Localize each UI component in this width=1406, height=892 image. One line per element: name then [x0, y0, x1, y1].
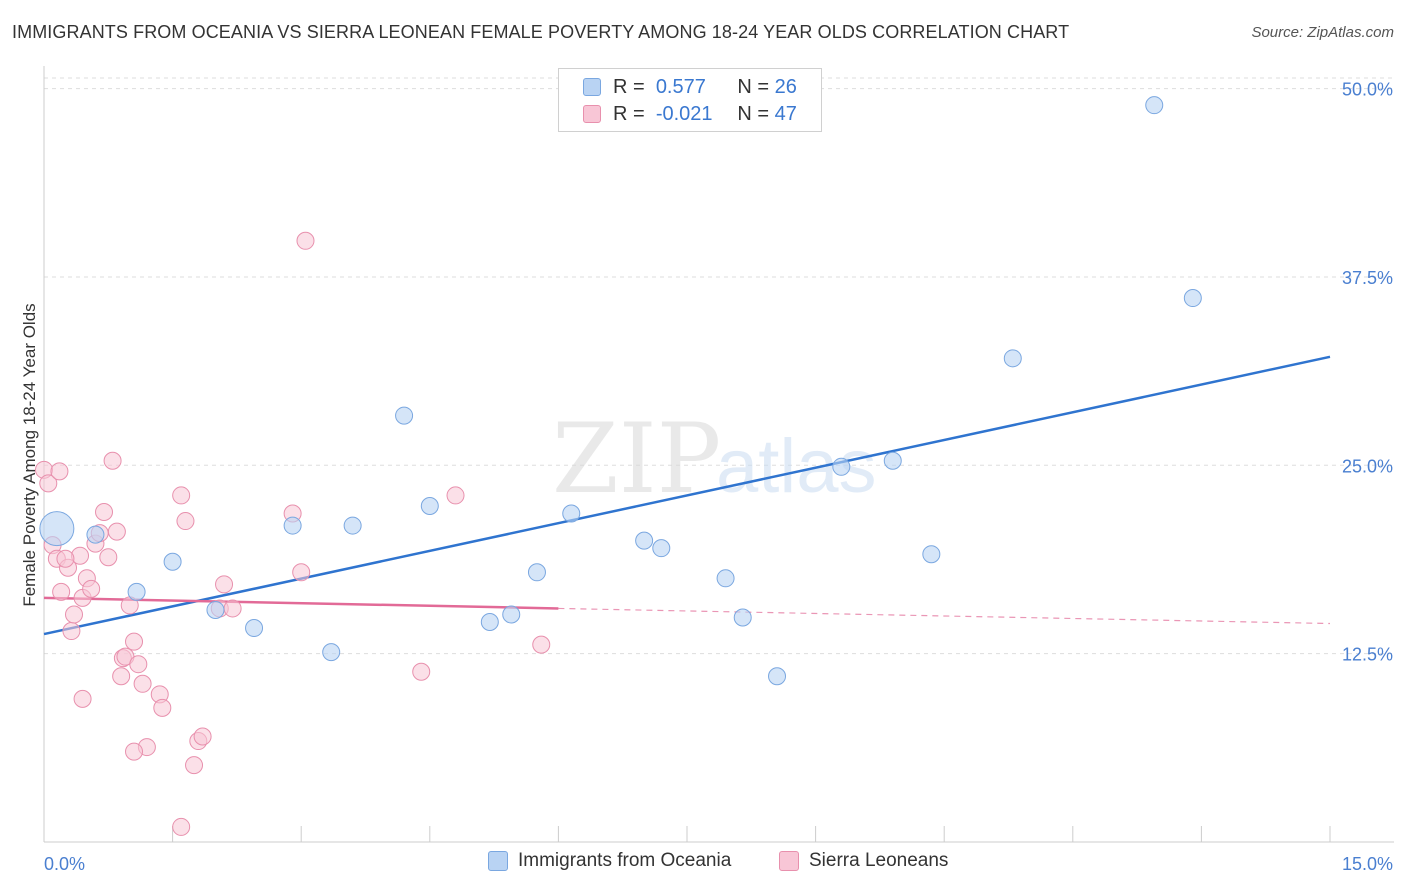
series-label-sierra: Sierra Leoneans: [809, 850, 949, 871]
chart-title: IMMIGRANTS FROM OCEANIA VS SIERRA LEONEA…: [12, 22, 1070, 42]
x-tick-label: 15.0%: [1342, 854, 1393, 874]
legend-swatch-blue: [583, 78, 601, 96]
oceania-point: [86, 525, 105, 544]
sierra-leonean-point: [52, 582, 71, 601]
sierra-leonean-point: [71, 546, 90, 565]
oceania-point: [343, 516, 362, 535]
oceania-trendline: [43, 355, 1331, 636]
watermark-zip: ZIP: [552, 403, 721, 515]
sierra-leonean-point: [172, 817, 191, 836]
series-swatch-pink: [779, 851, 799, 871]
oceania-point: [206, 600, 225, 619]
axes-layer: 12.5% 25.0% 37.5% 50.0% 0.0% 15.0%: [43, 66, 1394, 874]
sierra-leonean-point: [82, 579, 101, 598]
oceania-point: [1145, 96, 1164, 115]
legend-row-oceania: R = 0.577 N = 26: [583, 75, 797, 99]
stats-legend: R = 0.577 N = 26 R = -0.021 N = 47: [558, 68, 822, 132]
sierra-leonean-point: [223, 599, 242, 618]
sierra-leonean-point: [125, 742, 144, 761]
legend-r-label: R =: [613, 102, 645, 125]
y-tick-label: 12.5%: [1342, 645, 1393, 665]
y-tick-label: 25.0%: [1342, 456, 1393, 476]
oceania-point: [652, 539, 671, 558]
series-legend-sierra: Sierra Leoneans: [779, 850, 948, 872]
legend-row-sierra: R = -0.021 N = 47: [583, 102, 797, 126]
sierra-leonean-point: [172, 486, 191, 505]
legend-r-label: R =: [613, 75, 645, 98]
sierra-leonean-point: [103, 451, 122, 470]
points-layer: [35, 96, 1202, 836]
oceania-point: [127, 582, 146, 601]
oceania-point: [1183, 289, 1202, 308]
oceania-point: [322, 643, 341, 662]
oceania-point: [733, 608, 752, 627]
oceania-point: [832, 457, 851, 476]
sierra-leonean-point: [412, 662, 431, 681]
legend-r-value: -0.021: [655, 102, 713, 125]
oceania-point: [283, 516, 302, 535]
oceania-point: [480, 613, 499, 632]
trendlines-layer: [43, 355, 1331, 636]
series-label-oceania: Immigrants from Oceania: [518, 850, 732, 871]
oceania-point: [716, 569, 735, 588]
source-label: Source: ZipAtlas.com: [1251, 24, 1394, 41]
sierra-leonean-point: [65, 605, 84, 624]
oceania-point: [562, 504, 581, 523]
watermark: ZIP atlas: [552, 403, 877, 515]
series-swatch-blue: [488, 851, 508, 871]
sierra-leonean-point: [56, 549, 75, 568]
sierra-leonean-point: [193, 727, 212, 746]
sierra-leonean-point: [215, 575, 234, 594]
sierra-leonean-point: [296, 231, 315, 250]
sierra-leonean-point: [62, 622, 81, 641]
legend-n-value: 47: [774, 102, 797, 125]
sierra-leonean-point: [73, 689, 92, 708]
sierra-leonean-point: [185, 756, 204, 775]
sierra-leonean-point: [95, 503, 114, 522]
legend-n-label: N =: [737, 75, 770, 98]
oceania-point: [245, 619, 264, 638]
oceania-point: [502, 605, 521, 624]
legend-swatch-pink: [583, 105, 601, 123]
sierra-leonean-point: [133, 674, 152, 693]
oceania-point: [635, 531, 654, 550]
legend-n-label: N =: [737, 102, 770, 125]
series-legend-oceania: Immigrants from Oceania: [488, 850, 731, 872]
oceania-point: [883, 451, 902, 470]
sierra-leonean-point: [99, 548, 118, 567]
sierra-leonean-point: [112, 667, 131, 686]
oceania-point: [39, 511, 75, 547]
sierra-leonean-point: [39, 474, 58, 493]
watermark-atlas: atlas: [716, 424, 877, 509]
y-tick-label: 50.0%: [1342, 80, 1393, 100]
sierra-leonean-point: [125, 632, 144, 651]
sierra-leonean-point: [176, 512, 195, 531]
oceania-point: [395, 406, 414, 425]
sierra-leonean-point: [532, 635, 551, 654]
oceania-point: [768, 667, 787, 686]
sierra-leonean-point: [129, 655, 148, 674]
oceania-point: [922, 545, 941, 564]
sierra-leonean-point: [107, 522, 126, 541]
sierra-leonean-point: [153, 698, 172, 717]
oceania-point: [420, 496, 439, 515]
sierra-leonean-point: [292, 563, 311, 582]
sierra-leonean-point: [446, 486, 465, 505]
x-tick-label: 0.0%: [44, 854, 85, 874]
sierra-trendline-dashed: [558, 607, 1331, 625]
oceania-point: [1003, 349, 1022, 368]
y-tick-label: 37.5%: [1342, 268, 1393, 288]
legend-r-value: 0.577: [655, 75, 706, 98]
sierra-leonean-point: [50, 462, 69, 481]
grid-layer: [44, 77, 1394, 655]
oceania-point: [527, 563, 546, 582]
y-axis-label: Female Poverty Among 18-24 Year Olds: [20, 303, 39, 607]
legend-n-value: 26: [774, 75, 797, 98]
oceania-point: [163, 552, 182, 571]
